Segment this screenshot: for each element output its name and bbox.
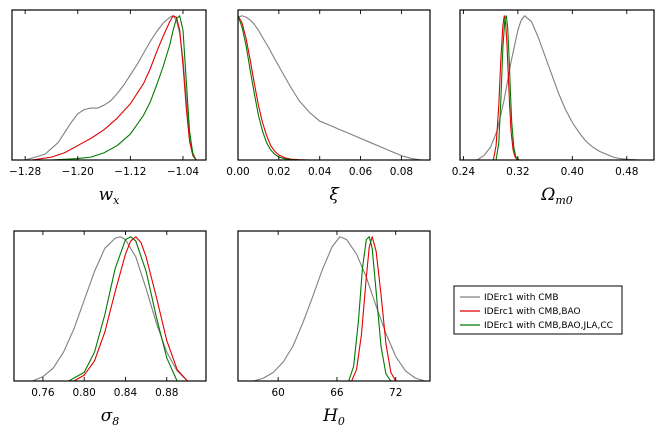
panel-3: 0.76 0.80 0.84 0.88 σ8 bbox=[13, 230, 207, 428]
x-tick-label: 0.32 bbox=[506, 166, 529, 178]
x-tick-label: 0.84 bbox=[114, 387, 138, 399]
x-tick-label: −1.12 bbox=[114, 166, 146, 178]
x-tick-label: 0.76 bbox=[31, 387, 55, 399]
plot-frame bbox=[13, 230, 207, 382]
series-line-2 bbox=[238, 15, 300, 160]
x-tick-label: 0.04 bbox=[308, 166, 332, 178]
x-axis-label: wx bbox=[99, 185, 121, 207]
x-tick-label: 0.08 bbox=[390, 166, 413, 178]
x-axis-label: Ωm0 bbox=[540, 185, 573, 207]
x-tick-label: 60 bbox=[271, 387, 284, 399]
x-tick-label: 0.48 bbox=[615, 166, 638, 178]
x-tick-label: 0.88 bbox=[155, 387, 178, 399]
series-group bbox=[24, 15, 197, 160]
series-line-0 bbox=[476, 15, 641, 160]
legend-label-0: IDErc1 with CMB bbox=[484, 293, 559, 303]
series-line-0 bbox=[24, 15, 197, 160]
legend: IDErc1 with CMB IDErc1 with CMB,BAO IDEr… bbox=[453, 285, 623, 335]
series-group bbox=[476, 15, 641, 160]
x-tick-label: 0.40 bbox=[561, 166, 584, 178]
plot-frame bbox=[237, 230, 431, 382]
x-tick-label: 0.00 bbox=[226, 166, 249, 178]
plot-frame bbox=[237, 9, 431, 161]
x-tick-label: −1.28 bbox=[9, 166, 41, 178]
series-line-2 bbox=[51, 15, 197, 160]
x-axis-label: σ8 bbox=[101, 406, 120, 428]
x-axis-label: ξ bbox=[329, 185, 340, 205]
series-line-2 bbox=[495, 15, 520, 160]
series-line-0 bbox=[253, 236, 426, 381]
series-line-1 bbox=[31, 15, 197, 160]
plot-frame bbox=[459, 9, 655, 161]
series-line-0 bbox=[32, 236, 188, 381]
series-line-2 bbox=[348, 236, 392, 381]
panel-0: −1.28 −1.20 −1.12 −1.04 wx bbox=[9, 9, 207, 207]
x-tick-label: 0.80 bbox=[72, 387, 95, 399]
x-tick-label: 72 bbox=[389, 387, 402, 399]
legend-label-2: IDErc1 with CMB,BAO,JLA,CC bbox=[484, 321, 613, 331]
legend-label-1: IDErc1 with CMB,BAO bbox=[484, 307, 581, 317]
series-line-1 bbox=[351, 236, 397, 381]
x-tick-label: 0.02 bbox=[267, 166, 290, 178]
series-group bbox=[238, 15, 422, 160]
x-tick-label: 0.06 bbox=[349, 166, 373, 178]
x-axis-label: H0 bbox=[322, 406, 345, 428]
legend-box bbox=[453, 285, 623, 335]
panel-4: 60 66 72 H0 bbox=[237, 230, 431, 428]
panel-1: 0.00 0.02 0.04 0.06 0.08 ξ bbox=[226, 9, 431, 205]
panel-2: 0.24 0.32 0.40 0.48 Ωm0 bbox=[452, 9, 655, 207]
x-tick-label: 0.24 bbox=[452, 166, 476, 178]
series-group bbox=[32, 236, 188, 381]
series-group bbox=[253, 236, 426, 381]
series-line-1 bbox=[238, 15, 310, 160]
x-tick-label: −1.04 bbox=[167, 166, 199, 178]
series-line-2 bbox=[68, 236, 178, 381]
x-tick-label: −1.20 bbox=[62, 166, 94, 178]
series-line-0 bbox=[238, 15, 422, 160]
x-tick-label: 66 bbox=[330, 387, 344, 399]
plot-frame bbox=[11, 9, 207, 161]
series-line-1 bbox=[492, 15, 519, 160]
